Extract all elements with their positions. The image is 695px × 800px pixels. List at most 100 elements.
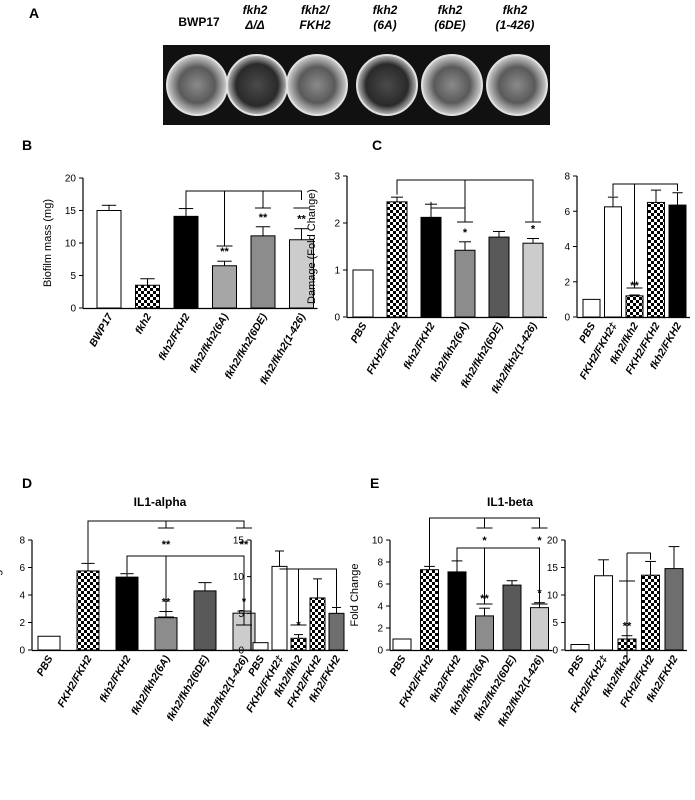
bar — [420, 216, 442, 318]
significance-marker: ** — [162, 539, 171, 551]
category-label: fkh2 — [133, 311, 154, 336]
significance-marker: * — [463, 227, 468, 239]
category-label: PBS — [577, 321, 598, 346]
panel-letter-a: A — [29, 5, 39, 21]
bar — [392, 638, 412, 651]
comparison-bracket — [185, 190, 302, 209]
significance-marker: * — [482, 535, 487, 547]
well-label-line1: fkh2 — [503, 3, 528, 17]
significance-marker: ** — [259, 212, 268, 224]
chart-title: IL1-alpha — [134, 495, 187, 509]
significance-marker: * — [296, 620, 301, 632]
bar — [604, 206, 622, 318]
panel-letter-c: C — [372, 137, 382, 153]
y-tick-label: 2 — [564, 277, 570, 288]
y-tick-label: 15 — [547, 563, 559, 574]
bar — [76, 570, 100, 651]
category-label: fkh2/FKH2 — [401, 320, 437, 371]
bar — [530, 607, 549, 651]
panel-letter-e: E — [370, 475, 379, 491]
comparison-bracket — [612, 183, 678, 197]
bar — [582, 298, 601, 318]
bar — [212, 265, 237, 309]
bar — [135, 284, 160, 309]
wells — [166, 54, 548, 116]
well-circle — [286, 54, 348, 116]
bar — [271, 565, 288, 651]
panel-letter-b: B — [22, 137, 32, 153]
comparison-bracket — [158, 521, 174, 529]
bar — [420, 569, 439, 651]
y-axis-label: Damage (Fold Change) — [306, 189, 318, 304]
well-circle — [166, 54, 228, 116]
bar — [454, 249, 476, 318]
bar — [352, 269, 374, 318]
well-label-line1: fkh2 — [243, 3, 268, 17]
bar — [625, 295, 644, 318]
y-tick-label: 2 — [334, 219, 340, 230]
y-tick-label: 0 — [19, 646, 25, 657]
y-axis-label: Fold Change — [0, 564, 3, 627]
bar — [488, 236, 510, 318]
comparison-bracket — [627, 552, 651, 560]
category-label: fkh2/fkh2(6DE) — [164, 653, 211, 723]
y-tick-label: 1 — [334, 266, 340, 277]
y-tick-label: 10 — [65, 239, 77, 250]
well-label-line1: fkh2 — [438, 3, 463, 17]
bar — [570, 644, 590, 651]
y-axis-label: Biofilm mass (mg) — [42, 199, 54, 287]
bar — [290, 637, 307, 651]
bar — [96, 210, 122, 309]
comparison-bracket — [290, 569, 307, 626]
category-label: fkh2/fkh2(6A) — [187, 311, 231, 375]
bar — [447, 571, 467, 651]
y-tick-label: 15 — [65, 206, 77, 217]
y-tick-label: 6 — [377, 580, 383, 591]
bar — [309, 597, 326, 651]
y-tick-label: 0 — [238, 646, 244, 657]
comparison-bracket — [279, 568, 337, 607]
y-tick-label: 15 — [233, 536, 245, 547]
y-tick-label: 0 — [70, 304, 76, 315]
y-tick-label: 0 — [334, 313, 340, 324]
category-label: PBS — [565, 654, 586, 679]
bar — [193, 590, 217, 651]
significance-marker: ** — [220, 246, 229, 258]
y-tick-label: 8 — [377, 558, 383, 569]
y-tick-label: 4 — [377, 602, 383, 613]
comparison-bracket — [255, 191, 271, 209]
bar — [502, 584, 522, 651]
bar — [668, 204, 687, 318]
bar — [328, 612, 345, 651]
well-label-line1: fkh2/ — [301, 3, 331, 17]
bar — [289, 239, 314, 309]
y-tick-label: 6 — [19, 563, 25, 574]
bar — [522, 242, 544, 318]
bar — [664, 568, 684, 651]
comparison-bracket — [126, 555, 245, 625]
well-circle — [421, 54, 483, 116]
comparison-bracket — [476, 518, 493, 529]
y-tick-label: 0 — [377, 646, 383, 657]
well-label-line2: (6DE) — [434, 18, 465, 32]
bar — [252, 642, 269, 651]
comparison-bracket — [216, 191, 233, 247]
y-tick-label: 5 — [238, 609, 244, 620]
chart-c-damage-right: 02468PBSFKH2/FKH2‡**fkh2/fkh2FKH2/FKH2fk… — [564, 172, 690, 382]
bar — [37, 635, 61, 651]
bar — [154, 617, 178, 651]
bar — [115, 576, 139, 651]
y-tick-label: 5 — [552, 618, 558, 629]
significance-marker: ** — [240, 539, 249, 551]
bar — [647, 201, 665, 318]
bar — [475, 615, 494, 651]
well-circle — [356, 54, 418, 116]
comparison-bracket — [456, 547, 540, 604]
chart-e-il1-beta-right: 05101520PBSFKH2/FKH2‡**fkh2/fkh2FKH2/FKH… — [547, 536, 687, 715]
category-label: fkh2/FKH2 — [156, 311, 192, 362]
well-label-line2: (6A) — [373, 18, 396, 32]
bar — [173, 215, 199, 309]
y-tick-label: 0 — [564, 313, 570, 324]
